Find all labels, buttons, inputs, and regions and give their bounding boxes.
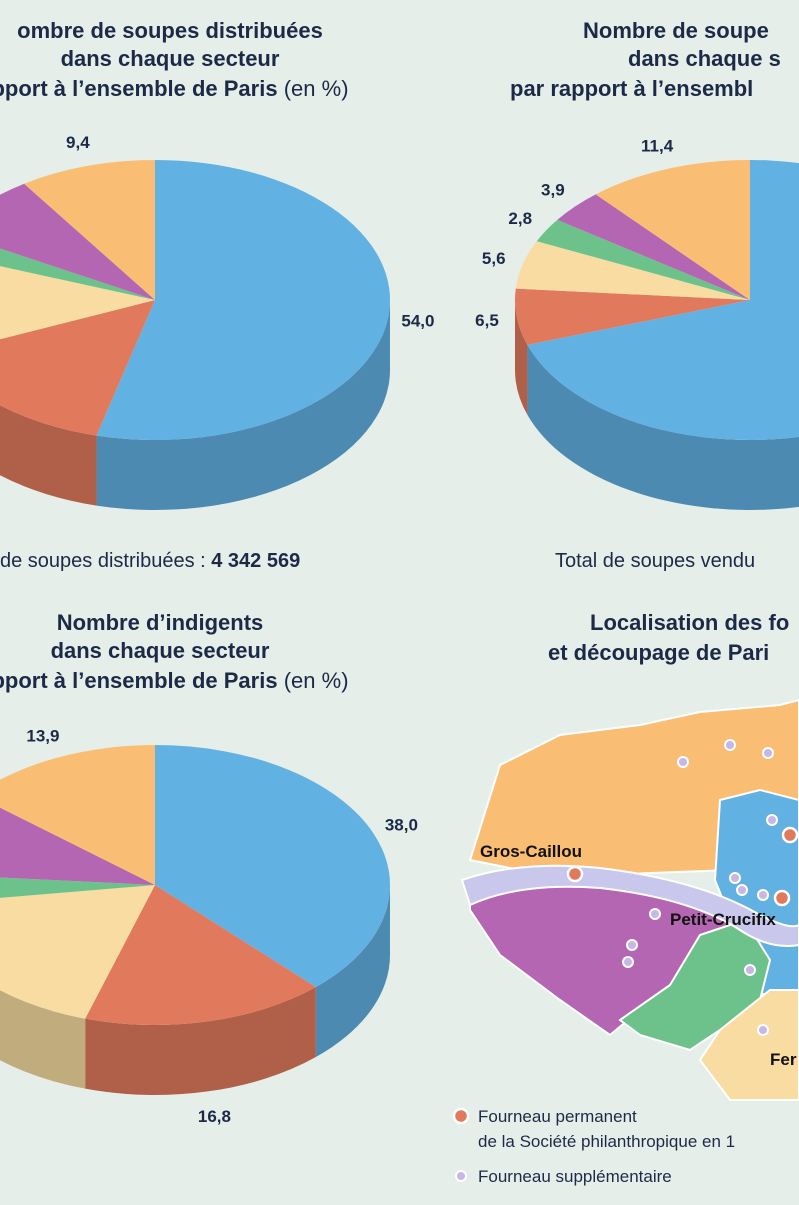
pie-slice (0, 745, 155, 885)
pie-slice (595, 160, 750, 300)
pie-title: pport à l’ensemble de Paris (0, 76, 278, 101)
map-label: Petit-Crucifix (670, 910, 776, 929)
pie-slice-side (96, 300, 391, 510)
pie-title: Nombre de soupe (583, 18, 769, 43)
map (460, 698, 799, 1101)
value-label: 54,0 (401, 312, 434, 331)
value-label: 6,5 (475, 311, 499, 330)
pie-slice (0, 266, 155, 340)
unit: (en %) (284, 76, 349, 101)
pie-title: ombre de soupes distribuées (17, 18, 323, 43)
pie-title: dans chaque secteur (61, 46, 280, 71)
points (622, 739, 778, 1036)
pie-tops (0, 160, 391, 440)
total-label: Total de soupes vendu (555, 550, 755, 572)
pie-sides (0, 300, 391, 510)
pie-sides (0, 885, 390, 1095)
pie-slice (515, 241, 750, 300)
pie-slice (0, 183, 155, 300)
pie-slice (515, 288, 750, 345)
pie-slice-side (0, 405, 97, 506)
total-label: de soupes distribuées : (0, 550, 211, 572)
value-label: 3,9 (541, 181, 565, 200)
pie-slice-side (527, 344, 799, 510)
map-label: Gros-Caillou (480, 842, 582, 861)
legend-marker (455, 1170, 467, 1182)
pie-sides (515, 300, 799, 510)
pie-tops (0, 745, 390, 1025)
pie-title: dans chaque s (628, 46, 781, 71)
pie-title: par rapport à l’ensembl (510, 76, 753, 101)
total-value: 4 342 569 (211, 550, 300, 572)
pies: 54,0 9,4 6,5 5,6 2,8 3,9 11,4 38,0 16,8 13,9 (0, 133, 799, 1126)
value-label: 2,8 (508, 209, 532, 228)
pie-slice-side (85, 987, 316, 1095)
pie-slice (24, 160, 155, 300)
legend-text: Fourneau supplémentaire (478, 1167, 672, 1186)
pie-tops (515, 160, 799, 440)
pie-slice-side (315, 885, 390, 1058)
pie-title: pport à l’ensemble de Paris (0, 668, 278, 693)
pie-slice (0, 807, 155, 885)
map-title: Localisation des fo (590, 610, 789, 635)
pie-title: dans chaque secteur (51, 638, 270, 663)
unit: (en %) (284, 668, 349, 693)
pie-slice (0, 300, 155, 436)
pie-slice (0, 877, 155, 898)
value-label: 11,4 (641, 136, 674, 155)
pie-title: pport à l’ensemble de Paris (en %) (0, 668, 349, 693)
points (566, 826, 799, 907)
pie-slice-side (515, 300, 528, 415)
map-label: Fer (770, 1050, 797, 1069)
legend-text: Fourneau permanent (478, 1107, 637, 1126)
value-label: 13,9 (26, 726, 59, 745)
pie-slice (155, 745, 390, 988)
pie-slice (96, 160, 391, 440)
legend-text: de la Société philanthropique en 1 (478, 1132, 735, 1151)
value-label: 5,6 (482, 249, 506, 268)
value-label: 9,4 (66, 133, 90, 152)
pie-title: pport à l’ensemble de Paris (en %) (0, 76, 349, 101)
pie-slice (536, 219, 750, 300)
pie-slice (557, 194, 750, 300)
total: de soupes distribuées : 4 342 569 (0, 550, 300, 572)
pie-slice (527, 160, 799, 440)
map-title: et découpage de Pari (548, 640, 769, 665)
pie-slice (0, 885, 155, 1019)
pie-slice (85, 885, 316, 1025)
value-label: 16,8 (198, 1107, 231, 1126)
river (460, 864, 799, 947)
legend-marker (452, 1107, 470, 1125)
pie-title: Nombre d’indigents (57, 610, 264, 635)
pie-slice-side (0, 990, 86, 1089)
map-region (698, 989, 799, 1101)
value-label: 38,0 (385, 815, 418, 834)
